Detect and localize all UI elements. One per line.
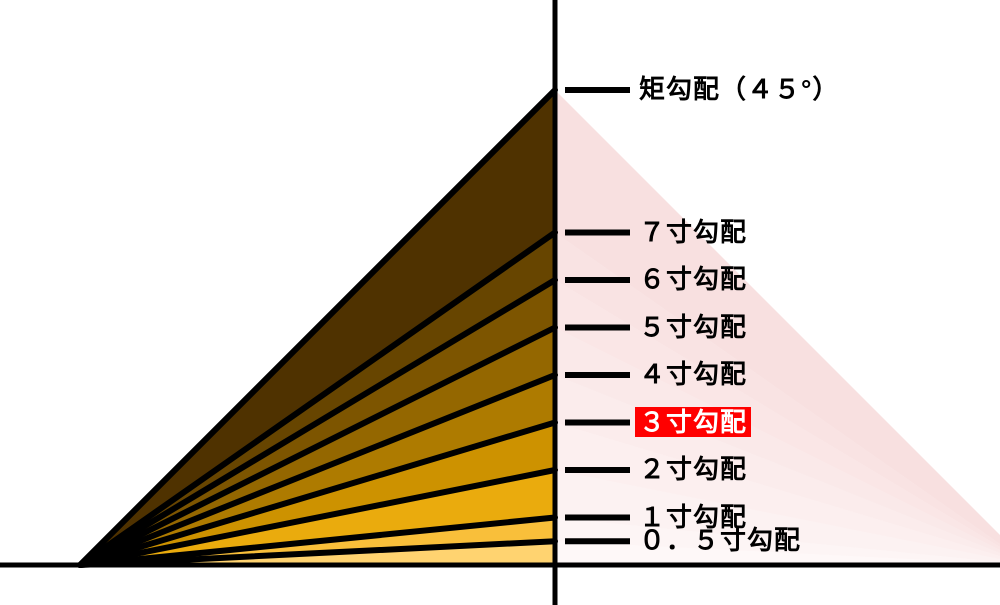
diagram-svg [0,0,1000,605]
slope-label-5: ５寸勾配 [635,312,751,342]
slope-label-10: 矩勾配（４５°） [635,74,843,104]
slope-label-2: ２寸勾配 [635,454,751,484]
slope-label-6: ６寸勾配 [635,264,751,294]
slope-label-7: ７寸勾配 [635,217,751,247]
slope-label-4: ４寸勾配 [635,359,751,389]
slope-label-3: ３寸勾配 [635,407,751,437]
slope-label-0p5: ０．５寸勾配 [635,525,805,555]
slope-diagram: 矩勾配（４５°）７寸勾配６寸勾配５寸勾配４寸勾配３寸勾配２寸勾配１寸勾配０．５寸… [0,0,1000,605]
